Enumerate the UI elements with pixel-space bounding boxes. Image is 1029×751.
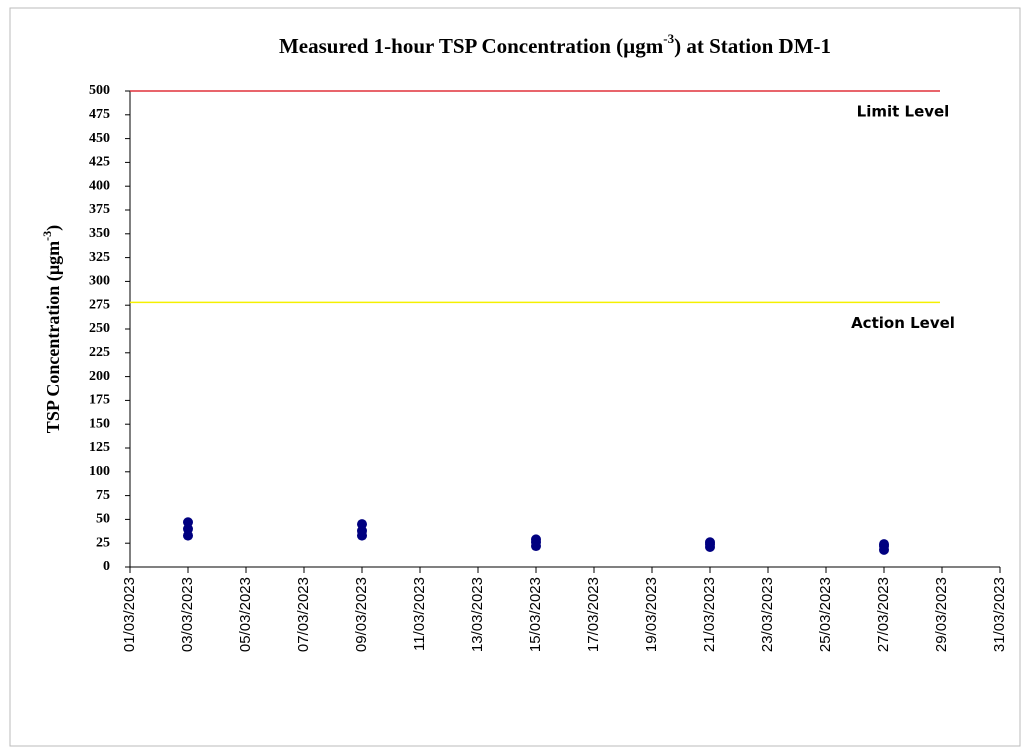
x-tick-label: 07/03/2023 — [295, 577, 312, 652]
y-tick-label: 175 — [89, 393, 110, 408]
y-tick-label: 50 — [96, 512, 110, 527]
x-tick-label: 21/03/2023 — [701, 577, 718, 652]
reference-label: Limit Level — [857, 103, 950, 121]
data-point — [879, 539, 889, 550]
title-sup: -3 — [663, 31, 674, 46]
x-tick-label: 25/03/2023 — [817, 577, 834, 652]
y-tick-label: 300 — [89, 274, 110, 289]
data-point — [183, 517, 193, 528]
data-point — [705, 537, 715, 548]
y-tick-label: 250 — [89, 321, 110, 336]
y-tick-label: 0 — [103, 559, 110, 574]
y-tick-label: 200 — [89, 369, 110, 384]
y-tick-label: 150 — [89, 416, 110, 431]
x-tick-label: 31/03/2023 — [991, 577, 1008, 652]
y-tick-label: 500 — [89, 83, 110, 98]
x-tick-label: 19/03/2023 — [643, 577, 660, 652]
y-tick-label: 225 — [89, 345, 110, 360]
x-tick-label: 11/03/2023 — [411, 577, 428, 651]
chart-title: Measured 1-hour TSP Concentration (µgm-3… — [279, 31, 831, 58]
x-tick-label: 13/03/2023 — [469, 577, 486, 652]
y-tick-label: 350 — [89, 226, 110, 241]
y-axis-label: TSP Concentration (µgm-3) — [40, 225, 64, 433]
chart-frame — [9, 7, 1021, 747]
x-tick-label: 29/03/2023 — [933, 577, 950, 652]
reference-label: Action Level — [851, 314, 955, 332]
x-tick-label: 01/03/2023 — [121, 577, 138, 652]
ylabel-part: TSP Concentration (µgm — [43, 241, 64, 433]
y-tick-label: 375 — [89, 202, 110, 217]
y-tick-label: 450 — [89, 131, 110, 146]
x-tick-label: 23/03/2023 — [759, 577, 776, 652]
y-tick-label: 325 — [89, 250, 110, 265]
x-tick-label: 27/03/2023 — [875, 577, 892, 652]
y-tick-label: 475 — [89, 107, 110, 122]
x-tick-label: 15/03/2023 — [527, 577, 544, 652]
data-point — [357, 519, 367, 530]
y-tick-label: 400 — [89, 178, 110, 193]
y-tick-label: 100 — [89, 464, 110, 479]
x-tick-label: 05/03/2023 — [237, 577, 254, 652]
y-tick-label: 25 — [96, 535, 110, 550]
y-tick-label: 125 — [89, 440, 110, 455]
x-tick-label: 03/03/2023 — [179, 577, 196, 652]
ylabel-sup: -3 — [40, 231, 54, 241]
y-tick-label: 425 — [89, 155, 110, 170]
y-tick-label: 275 — [89, 297, 110, 312]
title-part: Measured 1-hour TSP Concentration (µgm — [279, 34, 664, 58]
y-tick-label: 75 — [96, 488, 110, 503]
data-point — [531, 534, 541, 545]
ylabel-part: ) — [43, 225, 64, 231]
title-part: ) at Station DM-1 — [674, 34, 831, 58]
x-tick-label: 09/03/2023 — [353, 577, 370, 652]
x-tick-label: 17/03/2023 — [585, 577, 602, 652]
